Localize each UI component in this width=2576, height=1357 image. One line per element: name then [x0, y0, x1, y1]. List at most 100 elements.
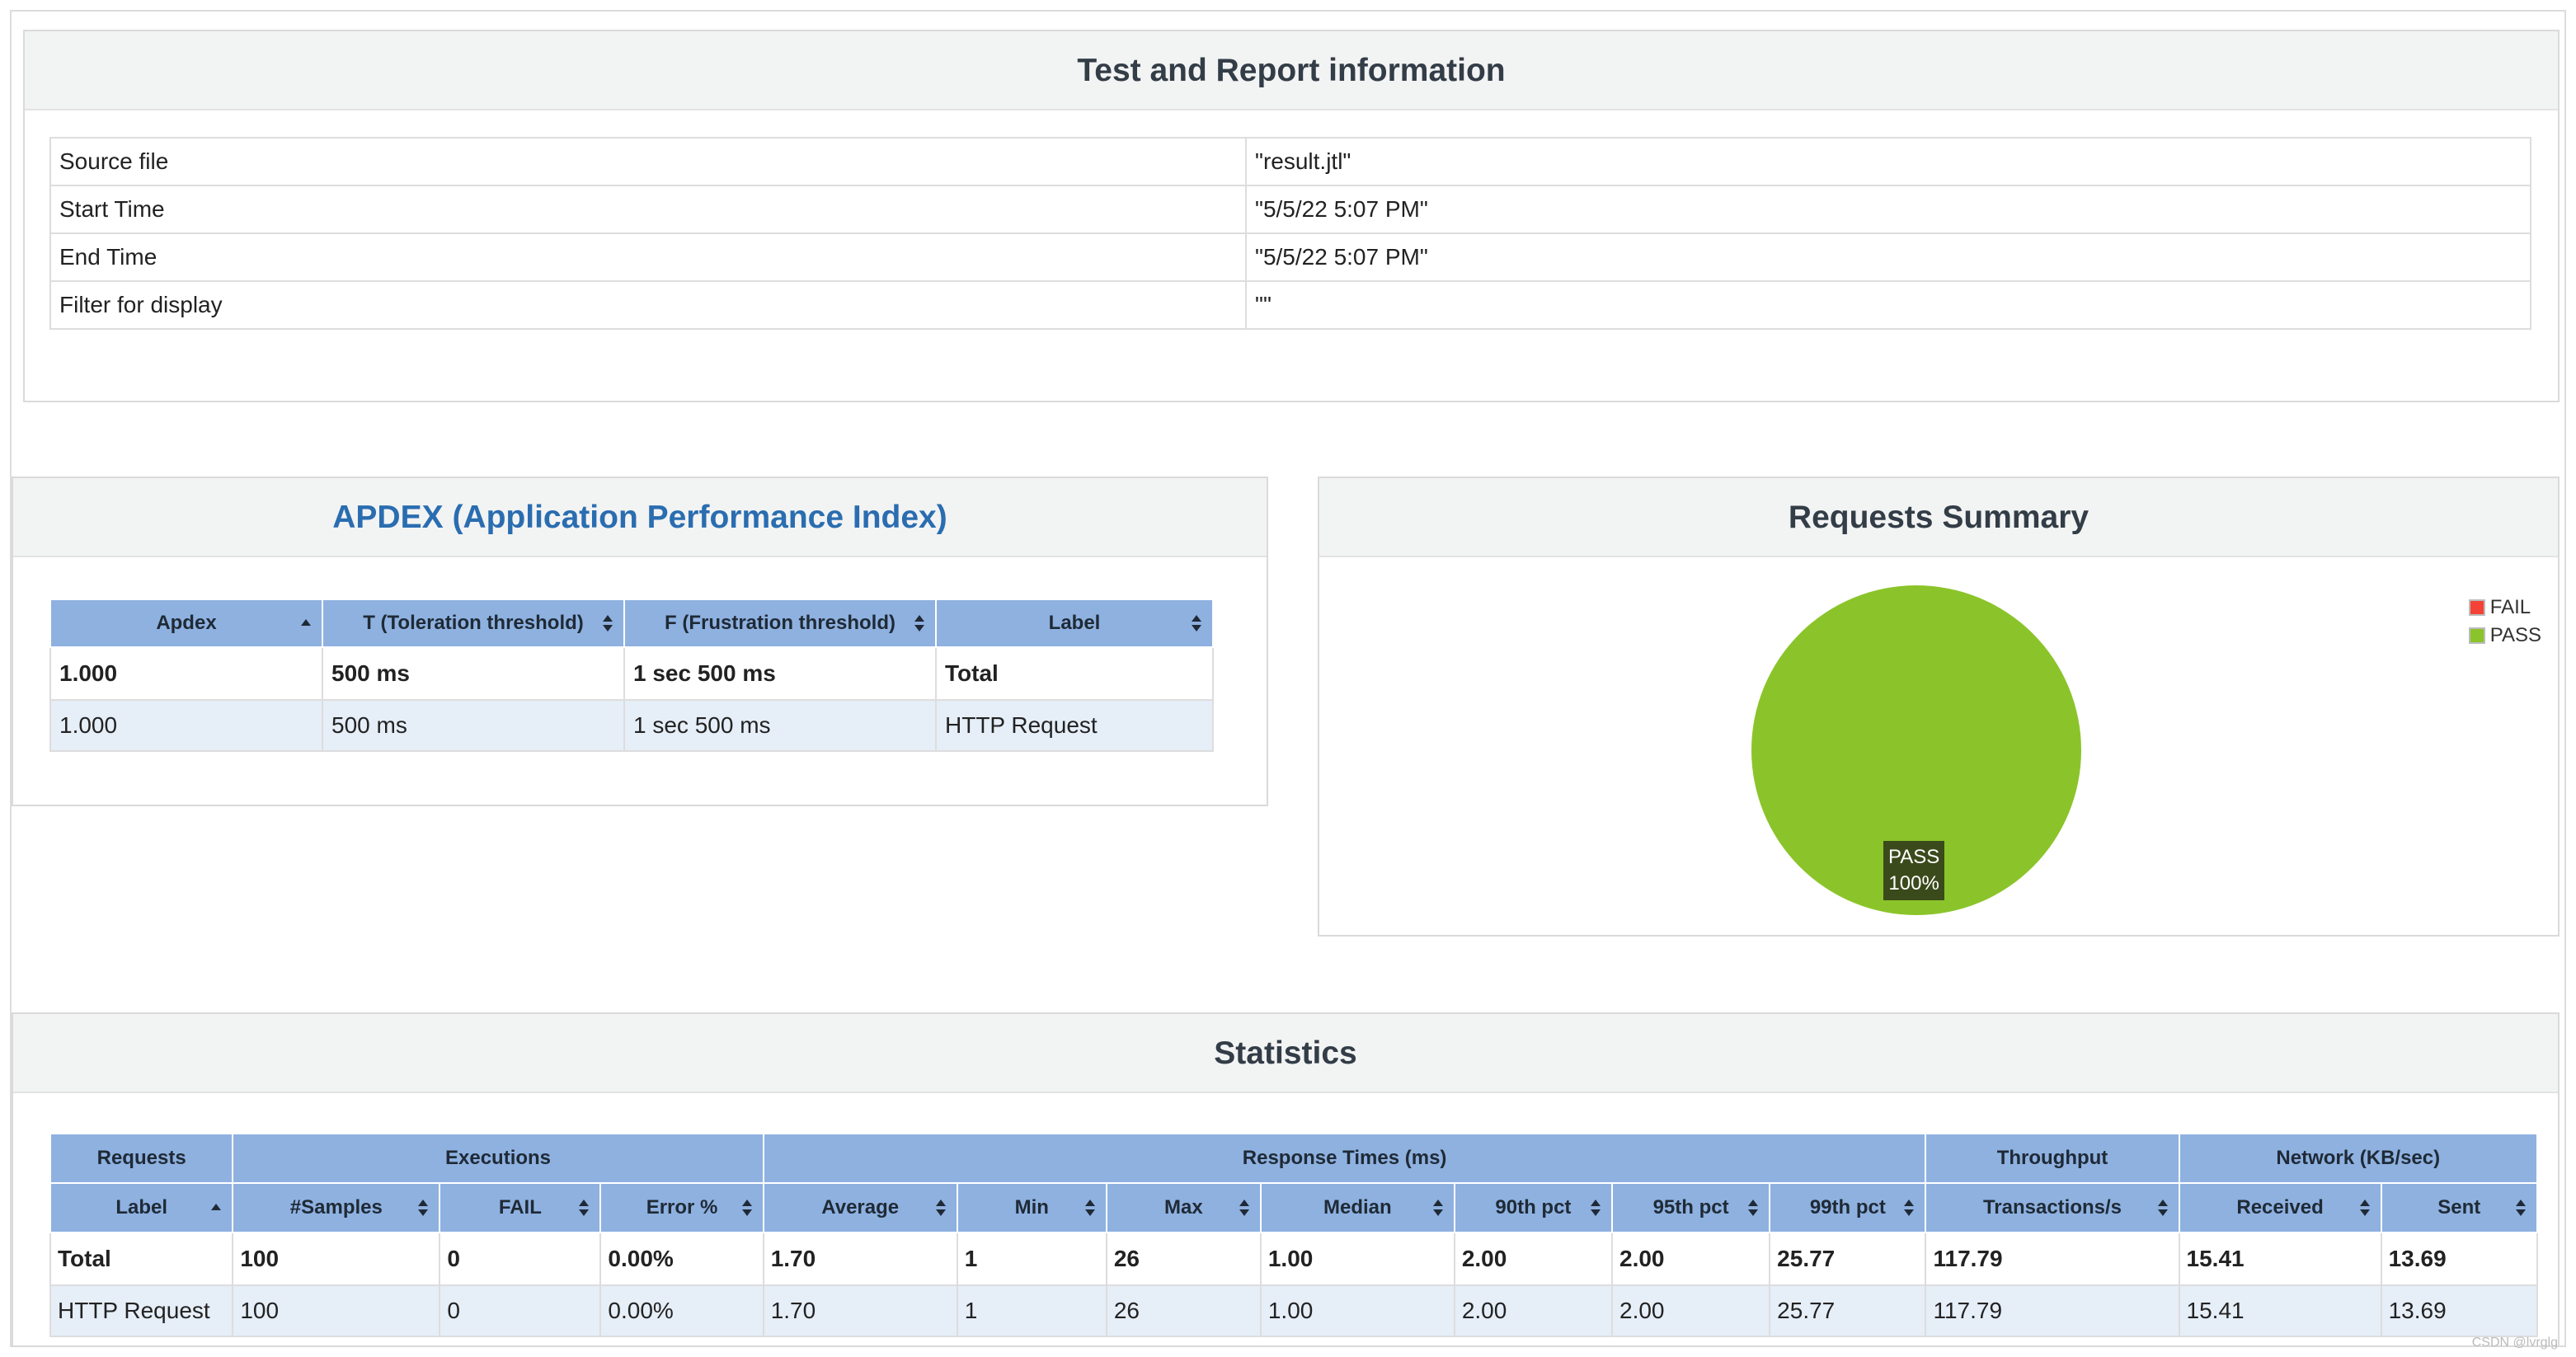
table-cell: 0.00% — [599, 1284, 764, 1337]
sort-icon — [2157, 1199, 2169, 1217]
table-cell: 2.00 — [1610, 1232, 1771, 1286]
column-header-label: FAIL — [498, 1196, 542, 1218]
statistics-column-header[interactable]: 99th pct — [1769, 1182, 1927, 1233]
table-cell: 1 — [956, 1284, 1107, 1337]
statistics-column-header[interactable]: FAIL — [439, 1182, 602, 1233]
column-header-label: #Samples — [289, 1196, 383, 1218]
column-header-label: Max — [1163, 1196, 1203, 1218]
pie-slice-pass[interactable] — [1751, 585, 2081, 915]
statistics-column-header[interactable]: Sent — [2380, 1182, 2539, 1233]
info-value: "result.jtl" — [1245, 137, 2531, 186]
info-row: Source file "result.jtl" — [49, 137, 2531, 186]
sort-ascending-icon — [300, 614, 312, 632]
sort-icon — [1432, 1199, 1444, 1217]
statistics-column-header[interactable]: 90th pct — [1453, 1182, 1614, 1233]
info-panel: Test and Report information Source file "… — [23, 30, 2560, 402]
column-group-header: Executions — [232, 1133, 764, 1184]
info-table: Source file "result.jtl" Start Time "5/5/22… — [49, 137, 2531, 330]
sort-icon — [1590, 1199, 1601, 1217]
sort-icon — [2359, 1199, 2371, 1217]
column-group-header: Requests — [49, 1133, 234, 1184]
statistics-column-header[interactable]: Transactions/s — [1925, 1182, 2180, 1233]
table-cell: 0.00% — [599, 1232, 764, 1286]
apdex-table: Apdex T (Toleration threshold) F (Frustrat… — [49, 599, 1214, 752]
table-row: HTTP Request 100 0 0.00% 1.70 1 26 1.00 2.00 2.00… — [49, 1284, 2539, 1337]
info-key: Filter for display — [49, 280, 1247, 330]
column-group-header: Response Times (ms) — [762, 1133, 1927, 1184]
legend-label: PASS — [2489, 624, 2541, 646]
sort-icon — [914, 614, 925, 632]
column-header-label: Error % — [646, 1196, 718, 1218]
table-cell: 13.69 — [2380, 1284, 2539, 1337]
table-cell: 1.70 — [762, 1232, 958, 1286]
total-row: 1.000 500 ms 1 sec 500 ms Total — [49, 646, 1214, 701]
sort-icon — [1903, 1199, 1915, 1217]
column-header-label: T (Toleration threshold) — [363, 612, 584, 634]
pie-slice-label: PASS 100% — [1883, 841, 1945, 900]
info-key: End Time — [49, 232, 1247, 282]
info-row: End Time "5/5/22 5:07 PM" — [49, 232, 2531, 282]
statistics-column-header[interactable]: Median — [1259, 1182, 1455, 1233]
table-row: 1.000 500 ms 1 sec 500 ms HTTP Request — [49, 699, 1214, 752]
table-cell: 15.41 — [2178, 1232, 2382, 1286]
table-cell: 0 — [439, 1284, 602, 1337]
apdex-title: APDEX (Application Performance Index) — [13, 478, 1267, 557]
apdex-column-header[interactable]: Label — [935, 599, 1214, 648]
table-cell: 2.00 — [1610, 1284, 1771, 1337]
sort-icon — [935, 1199, 947, 1217]
sort-icon — [1191, 614, 1202, 632]
column-header-label: 90th pct — [1495, 1196, 1572, 1218]
table-cell: 1.000 — [49, 646, 323, 701]
table-cell: 26 — [1105, 1232, 1262, 1286]
column-group-header: Throughput — [1925, 1133, 2180, 1184]
table-cell: 100 — [232, 1232, 441, 1286]
table-cell: Total — [49, 1232, 234, 1286]
statistics-column-header[interactable]: Min — [956, 1182, 1107, 1233]
table-cell: 1 sec 500 ms — [623, 646, 937, 701]
statistics-title: Statistics — [13, 1014, 2558, 1093]
apdex-column-header[interactable]: T (Toleration threshold) — [322, 599, 625, 648]
table-cell: 1.000 — [49, 699, 323, 752]
pie-slice-name: PASS — [1888, 846, 1940, 868]
statistics-column-header[interactable]: Received — [2178, 1182, 2382, 1233]
sort-icon — [1747, 1199, 1759, 1217]
column-header-label: F (Frustration threshold) — [665, 612, 895, 634]
statistics-table: Requests Executions Response Times (ms) Thr… — [49, 1133, 2539, 1337]
apdex-column-header[interactable]: F (Frustration threshold) — [623, 599, 937, 648]
info-value: "" — [1245, 280, 2531, 330]
column-header-label: Average — [821, 1196, 900, 1218]
table-cell: HTTP Request — [935, 699, 1214, 752]
statistics-column-header[interactable]: Error % — [599, 1182, 764, 1233]
column-header-label: Label — [1048, 612, 1101, 634]
sort-icon — [741, 1199, 753, 1217]
column-header-label: Transactions/s — [1982, 1196, 2122, 1218]
column-header-label: Median — [1323, 1196, 1392, 1218]
statistics-column-header[interactable]: Label — [49, 1182, 234, 1233]
legend-item[interactable]: FAIL — [2468, 594, 2541, 622]
total-row: Total 100 0 0.00% 1.70 1 26 1.00 2.00 2.00 25.77 11… — [49, 1232, 2539, 1286]
column-header-label: 99th pct — [1809, 1196, 1886, 1218]
table-cell: 1 — [956, 1232, 1107, 1286]
requests-summary-panel: Requests Summary FAIL PASS PASS 100% — [1318, 477, 2560, 937]
legend-item[interactable]: PASS — [2468, 622, 2541, 650]
table-cell: 1.70 — [762, 1284, 958, 1337]
table-cell: 1.00 — [1259, 1284, 1455, 1337]
statistics-column-header[interactable]: Max — [1105, 1182, 1262, 1233]
statistics-column-header[interactable]: 95th pct — [1610, 1182, 1771, 1233]
sort-icon — [417, 1199, 429, 1217]
table-cell: 500 ms — [322, 699, 625, 752]
statistics-column-header[interactable]: Average — [762, 1182, 958, 1233]
apdex-panel: APDEX (Application Performance Index) Ap… — [12, 477, 1268, 806]
column-header-label: Received — [2236, 1196, 2324, 1218]
statistics-column-header[interactable]: #Samples — [232, 1182, 441, 1233]
apdex-column-header[interactable]: Apdex — [49, 599, 323, 648]
column-header-label: Label — [115, 1196, 167, 1218]
table-cell: HTTP Request — [49, 1284, 234, 1337]
info-value: "5/5/22 5:07 PM" — [1245, 185, 2531, 234]
column-header-label: 95th pct — [1652, 1196, 1729, 1218]
sort-icon — [1084, 1199, 1096, 1217]
table-cell: 26 — [1105, 1284, 1262, 1337]
legend-swatch — [2468, 599, 2485, 616]
table-cell: 0 — [439, 1232, 602, 1286]
table-cell: 25.77 — [1769, 1284, 1927, 1337]
